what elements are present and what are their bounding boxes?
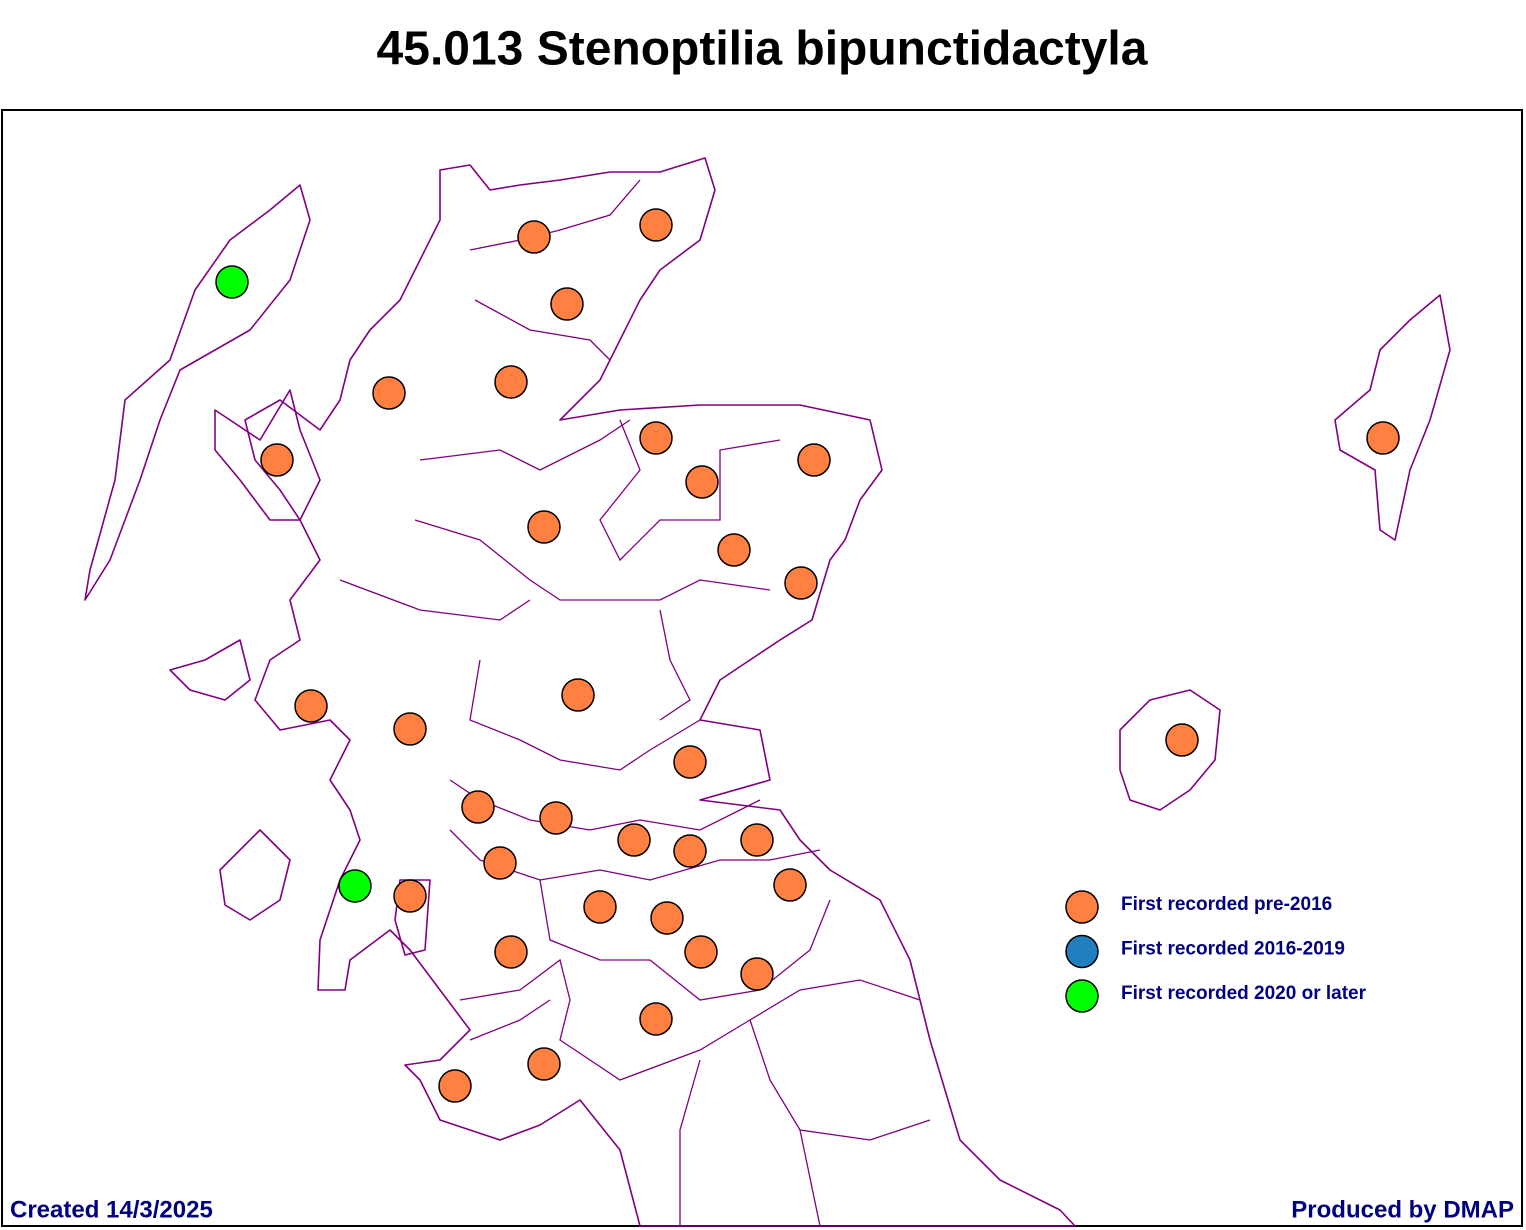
record-dot: [673, 745, 707, 779]
record-dot: [673, 834, 707, 868]
record-dot: [372, 376, 406, 410]
arran: [394, 879, 431, 956]
record-dot: [639, 1002, 673, 1036]
record-dot: [684, 935, 718, 969]
record-dot: [1165, 723, 1199, 757]
record-dot: [294, 689, 328, 723]
record-dot: [639, 421, 673, 455]
record-dot: [773, 868, 807, 902]
record-dot: [539, 801, 573, 835]
record-dot: [461, 790, 495, 824]
title: 45.013 Stenoptilia bipunctidactyla: [377, 23, 1148, 76]
record-dot: [740, 823, 774, 857]
record-dot: [338, 869, 372, 903]
record-dot: [517, 220, 551, 254]
legend-label: First recorded 2016-2019: [1121, 939, 1345, 960]
records: [215, 208, 1400, 1103]
legend-label: First recorded 2020 or later: [1121, 983, 1367, 1004]
islay: [219, 829, 291, 921]
outer-hebrides: [84, 184, 311, 601]
coastline: [84, 157, 1451, 1227]
producer: Produced by DMAP: [1291, 1196, 1514, 1223]
record-dot: [685, 465, 719, 499]
record-dot: [527, 1047, 561, 1081]
record-dot: [617, 823, 651, 857]
record-dot: [260, 443, 294, 477]
shetland: [1334, 294, 1451, 541]
mainland: [244, 157, 1076, 1227]
record-dot: [438, 1069, 472, 1103]
mull: [169, 639, 251, 701]
record-dot: [393, 712, 427, 746]
record-dot: [639, 208, 673, 242]
record-dot: [740, 957, 774, 991]
record-dot: [494, 935, 528, 969]
record-dot: [1366, 421, 1400, 455]
vice-county-boundaries: [339, 179, 931, 1227]
record-dot: [483, 846, 517, 880]
record-dot: [550, 287, 584, 321]
legend-swatch: [1065, 890, 1099, 924]
legend-label: First recorded pre-2016: [1121, 894, 1332, 915]
skye: [214, 389, 321, 521]
orkney: [1119, 689, 1221, 811]
record-dot: [527, 510, 561, 544]
record-dot: [784, 566, 818, 600]
record-dot: [717, 533, 751, 567]
legend-swatch: [1065, 934, 1099, 969]
record-dot: [393, 879, 427, 913]
record-dot: [494, 365, 528, 399]
record-dot: [561, 678, 595, 712]
record-dot: [650, 901, 684, 935]
created-date: Created 14/3/2025: [10, 1196, 213, 1223]
record-dot: [797, 443, 831, 477]
record-dot: [215, 265, 249, 299]
legend-swatch: [1065, 979, 1099, 1013]
record-dot: [583, 890, 617, 924]
legend: First recorded pre-2016 First recorded 20…: [1065, 890, 1367, 1013]
